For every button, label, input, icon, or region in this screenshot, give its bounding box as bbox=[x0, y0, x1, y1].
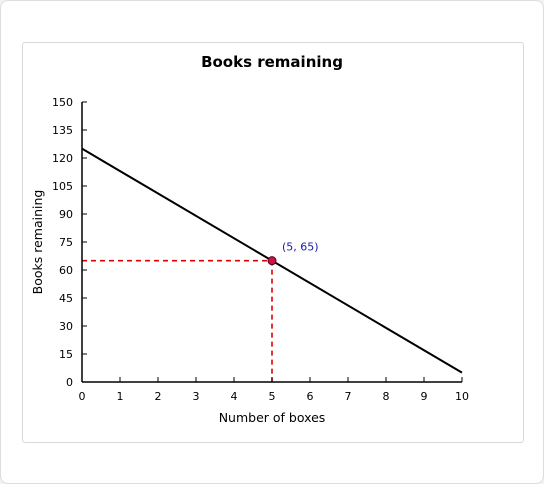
x-tick-label: 4 bbox=[231, 390, 238, 403]
x-tick-label: 9 bbox=[421, 390, 428, 403]
highlight-point bbox=[267, 256, 277, 266]
x-tick-label: 0 bbox=[79, 390, 86, 403]
x-tick-label: 5 bbox=[269, 390, 276, 403]
x-tick-label: 10 bbox=[455, 390, 469, 403]
x-tick-label: 6 bbox=[307, 390, 314, 403]
highlight-point-label: (5, 65) bbox=[282, 241, 319, 254]
y-tick-label: 0 bbox=[66, 376, 73, 389]
y-tick-label: 90 bbox=[59, 208, 73, 221]
y-tick-label: 135 bbox=[52, 124, 73, 137]
chart-title: Books remaining bbox=[201, 53, 343, 71]
x-tick-label: 7 bbox=[345, 390, 352, 403]
y-tick-label: 30 bbox=[59, 320, 73, 333]
y-tick-label: 60 bbox=[59, 264, 73, 277]
y-tick-label: 15 bbox=[59, 348, 73, 361]
x-tick-label: 8 bbox=[383, 390, 390, 403]
x-axis-label: Number of boxes bbox=[219, 410, 326, 425]
y-tick-label: 75 bbox=[59, 236, 73, 249]
x-tick-label: 2 bbox=[155, 390, 162, 403]
y-tick-label: 120 bbox=[52, 152, 73, 165]
y-tick-label: 105 bbox=[52, 180, 73, 193]
y-tick-label: 45 bbox=[59, 292, 73, 305]
x-tick-label: 3 bbox=[193, 390, 200, 403]
x-tick-label: 1 bbox=[117, 390, 124, 403]
y-axis-label: Books remaining bbox=[30, 190, 45, 295]
y-tick-label: 150 bbox=[52, 96, 73, 109]
chart-card bbox=[22, 42, 524, 443]
